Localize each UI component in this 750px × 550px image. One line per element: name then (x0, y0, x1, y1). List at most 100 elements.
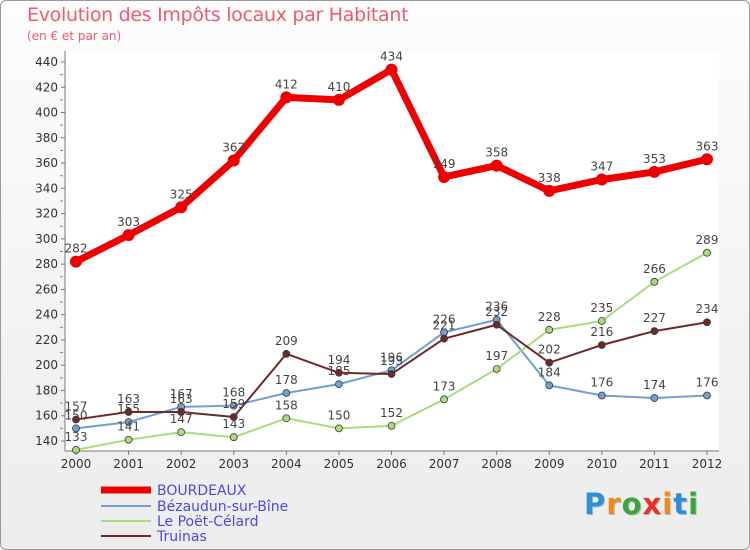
data-point (545, 358, 554, 367)
data-point (177, 408, 186, 416)
data-label: 184 (538, 365, 561, 379)
data-point (335, 380, 343, 389)
data-label: 282 (65, 242, 88, 256)
data-label: 163 (170, 392, 193, 406)
y-tick-label: 180 (35, 383, 58, 397)
data-label: 338 (538, 171, 561, 185)
x-tick-label: 2005 (324, 457, 355, 471)
data-label: 209 (275, 334, 298, 348)
data-point (703, 391, 711, 400)
data-point (545, 381, 554, 390)
logo-letter: x (642, 487, 663, 521)
y-tick-label: 360 (35, 156, 58, 170)
data-point (177, 428, 186, 437)
y-tick-label: 220 (35, 333, 58, 347)
x-tick-label: 2008 (481, 457, 512, 471)
legend-item: Truinas (101, 529, 207, 545)
data-label: 303 (117, 215, 140, 229)
data-point (227, 154, 240, 167)
data-point (72, 424, 80, 433)
data-label: 325 (170, 187, 193, 201)
data-label: 216 (590, 325, 613, 339)
data-label: 235 (590, 301, 613, 315)
data-point (282, 389, 291, 397)
logo-letter: i (688, 487, 700, 521)
data-label: 158 (275, 398, 298, 412)
data-point (701, 153, 713, 166)
data-point (595, 173, 608, 186)
legend-item: BOURDEAUX (101, 483, 247, 499)
data-label: 410 (327, 80, 350, 94)
y-tick-label: 420 (35, 80, 58, 94)
data-label: 202 (538, 343, 561, 357)
legend-item: Bézaudun-sur-Bîne (101, 499, 288, 515)
data-point (229, 433, 238, 442)
data-point (650, 327, 659, 335)
data-label: 358 (485, 146, 508, 160)
data-label: 174 (643, 378, 666, 392)
data-point (72, 415, 80, 424)
data-point (72, 445, 80, 454)
y-tick-label: 160 (35, 409, 58, 423)
y-tick-label: 340 (35, 181, 58, 195)
data-label: 141 (117, 420, 140, 434)
data-label: 157 (65, 400, 88, 414)
data-point (122, 229, 135, 242)
data-point (650, 394, 659, 402)
data-label: 159 (222, 397, 245, 411)
data-point (648, 165, 661, 178)
data-point (282, 349, 291, 358)
plot-area (65, 51, 719, 451)
x-tick-label: 2004 (271, 457, 302, 471)
data-label: 232 (485, 305, 508, 319)
data-point (543, 184, 556, 197)
data-point (387, 421, 396, 430)
data-point (492, 320, 501, 329)
data-label: 173 (433, 379, 456, 393)
chart-title: Evolution des Impôts locaux par Habitant (27, 4, 409, 26)
data-point (597, 317, 606, 325)
data-point (124, 435, 133, 444)
data-label: 193 (380, 354, 403, 368)
logo-letter: t (673, 487, 689, 521)
data-point (385, 63, 398, 76)
data-point (70, 255, 82, 268)
data-label: 168 (222, 386, 245, 400)
y-tick-label: 200 (35, 358, 58, 372)
data-label: 347 (590, 159, 613, 173)
data-label: 133 (65, 430, 88, 444)
data-label: 362 (222, 141, 245, 155)
data-point (438, 170, 451, 183)
y-tick-label: 240 (35, 308, 58, 322)
x-tick-label: 2002 (166, 457, 197, 471)
x-tick-label: 2000 (61, 457, 92, 471)
data-label: 236 (485, 300, 508, 314)
logo-letter: P (584, 487, 607, 521)
data-label: 349 (433, 157, 456, 171)
y-tick-label: 260 (35, 282, 58, 296)
data-label: 147 (170, 412, 193, 426)
data-point (703, 248, 711, 257)
data-label: 412 (275, 77, 298, 91)
data-point (703, 318, 711, 327)
data-label: 176 (590, 376, 613, 390)
x-tick-label: 2012 (692, 457, 723, 471)
data-label: 363 (696, 139, 719, 153)
data-label: 228 (538, 310, 561, 324)
x-tick-label: 2003 (218, 457, 249, 471)
y-tick-label: 400 (35, 106, 58, 120)
y-tick-label: 300 (35, 232, 58, 246)
data-label: 167 (170, 387, 193, 401)
data-point (492, 365, 501, 373)
x-tick-label: 2006 (376, 457, 407, 471)
logo-letter: o (621, 487, 643, 521)
y-tick-label: 320 (35, 207, 58, 221)
data-point (650, 277, 659, 286)
data-point (124, 408, 133, 416)
data-label: 353 (643, 152, 666, 166)
data-point (175, 201, 188, 214)
x-tick-label: 2011 (639, 457, 670, 471)
data-point (490, 159, 503, 172)
data-label: 150 (327, 408, 350, 422)
